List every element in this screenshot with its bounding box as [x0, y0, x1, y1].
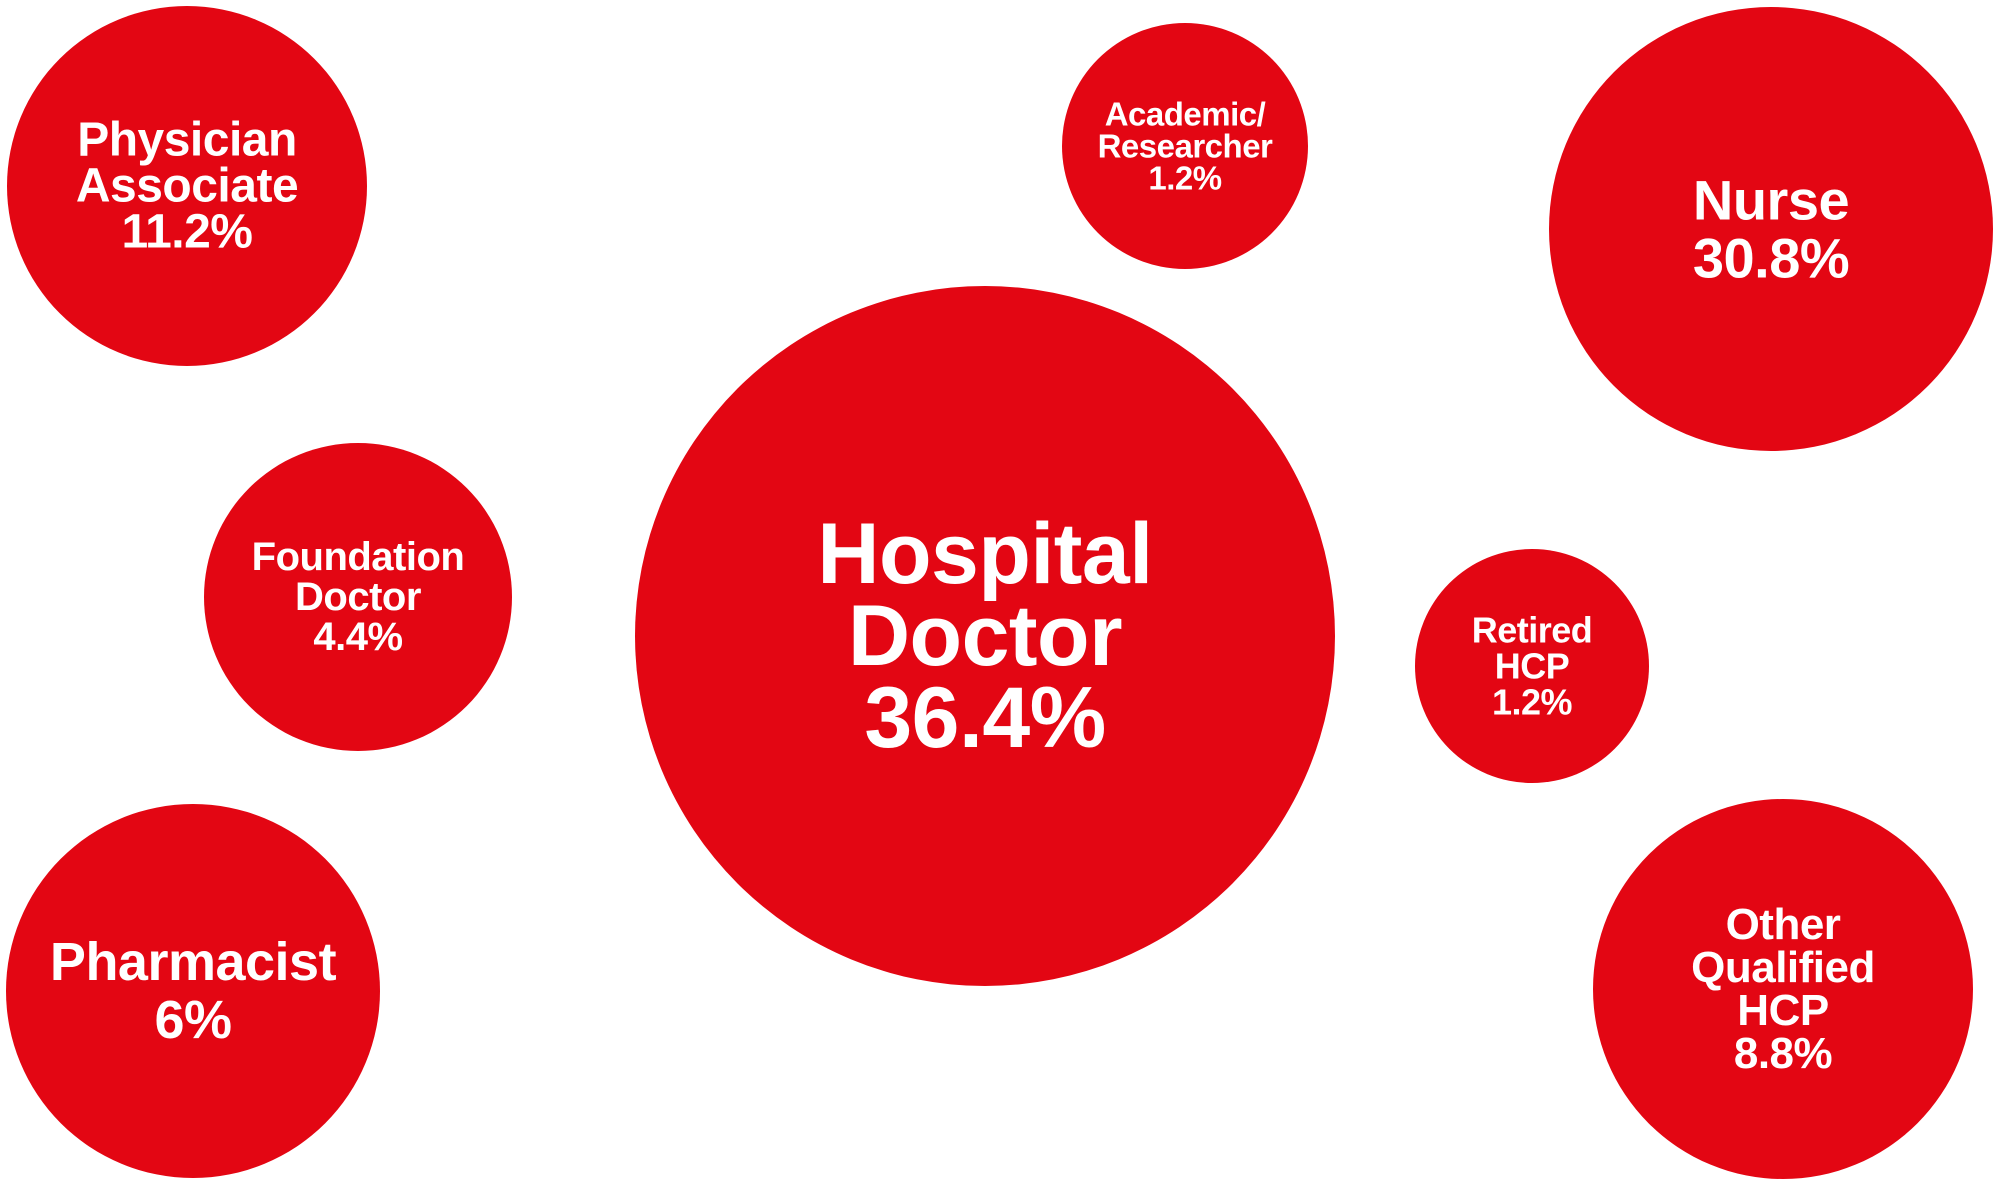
bubble-label-pharmacist: Pharmacist: [50, 932, 337, 992]
bubble-value-foundation-doctor: 4.4%: [313, 615, 402, 659]
bubble-label-other-qualified-hcp: HCP: [1737, 986, 1828, 1035]
bubble-label-physician-associate: Associate: [76, 160, 298, 213]
bubble-label-retired-hcp: HCP: [1495, 646, 1570, 687]
bubble-label-retired-hcp: Retired: [1472, 610, 1593, 651]
bubble-value-nurse: 30.8%: [1693, 227, 1849, 290]
bubble-value-academic-researcher: 1.2%: [1148, 160, 1221, 197]
bubble-circle-hospital-doctor: [635, 286, 1335, 986]
bubble-label-nurse: Nurse: [1693, 169, 1849, 232]
bubble-label-academic-researcher: Academic/: [1105, 96, 1266, 133]
bubble-circle-pharmacist: [6, 804, 380, 1178]
bubble-label-hospital-doctor: Doctor: [848, 588, 1122, 684]
bubble-circle-other-qualified-hcp: [1593, 799, 1973, 1179]
bubble-label-hospital-doctor: Hospital: [817, 506, 1152, 602]
bubbles-layer: HospitalDoctor36.4%Nurse30.8%PhysicianAs…: [6, 6, 1993, 1179]
bubble-value-hospital-doctor: 36.4%: [864, 670, 1105, 766]
bubble-value-other-qualified-hcp: 8.8%: [1734, 1029, 1832, 1078]
bubble-circle-physician-associate: [7, 6, 367, 366]
bubble-value-pharmacist: 6%: [154, 990, 231, 1050]
bubble-label-physician-associate: Physician: [77, 114, 297, 167]
bubble-label-foundation-doctor: Doctor: [295, 575, 421, 619]
bubble-label-other-qualified-hcp: Other: [1726, 900, 1841, 949]
bubble-circle-nurse: [1549, 7, 1993, 451]
bubble-circle-retired-hcp: [1415, 549, 1649, 783]
bubble-value-physician-associate: 11.2%: [122, 206, 253, 259]
bubble-label-foundation-doctor: Foundation: [252, 535, 465, 579]
bubble-circle-academic-researcher: [1062, 23, 1308, 269]
bubble-circle-foundation-doctor: [204, 443, 512, 751]
bubble-value-retired-hcp: 1.2%: [1492, 682, 1573, 723]
bubble-label-academic-researcher: Researcher: [1098, 128, 1273, 165]
bubble-label-other-qualified-hcp: Qualified: [1691, 943, 1875, 992]
